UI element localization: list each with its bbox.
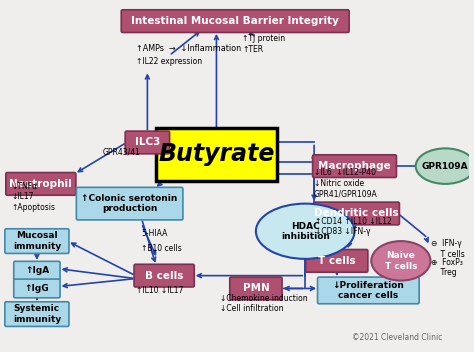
Ellipse shape (416, 149, 474, 184)
FancyBboxPatch shape (6, 172, 76, 195)
FancyBboxPatch shape (306, 250, 368, 272)
FancyBboxPatch shape (156, 128, 277, 181)
FancyBboxPatch shape (318, 277, 419, 304)
FancyBboxPatch shape (76, 187, 183, 220)
Text: GPR109A: GPR109A (422, 162, 469, 171)
Text: ↑IL22 expression: ↑IL22 expression (136, 57, 201, 66)
Ellipse shape (256, 203, 355, 259)
FancyBboxPatch shape (313, 155, 396, 177)
FancyBboxPatch shape (134, 264, 194, 287)
Text: T cells: T cells (318, 256, 356, 266)
FancyBboxPatch shape (5, 229, 69, 253)
Text: ↑AMPs  →  ↓Inflammation: ↑AMPs → ↓Inflammation (136, 44, 241, 53)
Ellipse shape (371, 241, 430, 281)
FancyBboxPatch shape (314, 202, 400, 225)
Text: ↑TJ protein
↑TER: ↑TJ protein ↑TER (242, 34, 285, 54)
Text: B cells: B cells (145, 271, 183, 281)
Text: ⊕  FoxP₃
    Treg: ⊕ FoxP₃ Treg (431, 258, 464, 277)
Text: ILC3: ILC3 (135, 138, 160, 147)
Text: ↓IL6  ↓IL12-P40
↓Nitric oxide: ↓IL6 ↓IL12-P40 ↓Nitric oxide (314, 168, 376, 188)
Text: ↓TNFα
↓IL17
↑Apoptosis: ↓TNFα ↓IL17 ↑Apoptosis (11, 182, 55, 212)
Text: ↑IgA: ↑IgA (25, 266, 49, 275)
Text: 5-HIAA: 5-HIAA (141, 229, 168, 238)
Text: ⊖  IFN-γ
    T cells: ⊖ IFN-γ T cells (431, 239, 465, 259)
Text: Intestinal Mucosal Barrier Integrity: Intestinal Mucosal Barrier Integrity (131, 16, 339, 26)
Text: ↑Colonic serotonin
production: ↑Colonic serotonin production (82, 194, 178, 213)
Text: ↑IL10 ↓IL17: ↑IL10 ↓IL17 (136, 286, 183, 295)
FancyBboxPatch shape (5, 302, 69, 326)
Text: Systemic
immunity: Systemic immunity (13, 304, 61, 324)
Text: Mucosal
immunity: Mucosal immunity (13, 231, 61, 251)
Text: ↑B10 cells: ↑B10 cells (141, 245, 182, 253)
Text: Neutrophil: Neutrophil (9, 179, 72, 189)
Text: ↓Proliferation
cancer cells: ↓Proliferation cancer cells (332, 281, 404, 300)
Text: Macrophage: Macrophage (318, 161, 391, 171)
Text: ©2021 Cleveland Clinic: ©2021 Cleveland Clinic (352, 333, 442, 342)
FancyBboxPatch shape (230, 277, 282, 300)
Text: HDAC
inhibition: HDAC inhibition (281, 221, 329, 241)
Text: ↓Chemokine induction
↓Cell infiltration: ↓Chemokine induction ↓Cell infiltration (220, 294, 308, 313)
FancyBboxPatch shape (14, 279, 60, 298)
FancyBboxPatch shape (14, 261, 60, 280)
Text: GPR41/GPR109A: GPR41/GPR109A (314, 189, 378, 198)
Text: Dendritic cells: Dendritic cells (314, 208, 399, 219)
Text: Butyrate: Butyrate (158, 142, 274, 166)
Text: ↑IgG: ↑IgG (25, 284, 49, 293)
FancyBboxPatch shape (125, 131, 170, 154)
FancyBboxPatch shape (121, 10, 349, 32)
Text: Naive
T cells: Naive T cells (384, 251, 417, 271)
Text: ↑CD14 ↑IL10 ↓IL12
↓CD83 ↓IFN-γ: ↑CD14 ↑IL10 ↓IL12 ↓CD83 ↓IFN-γ (315, 216, 392, 236)
Text: PMN: PMN (243, 283, 269, 294)
Text: GPR43/41: GPR43/41 (103, 148, 141, 157)
